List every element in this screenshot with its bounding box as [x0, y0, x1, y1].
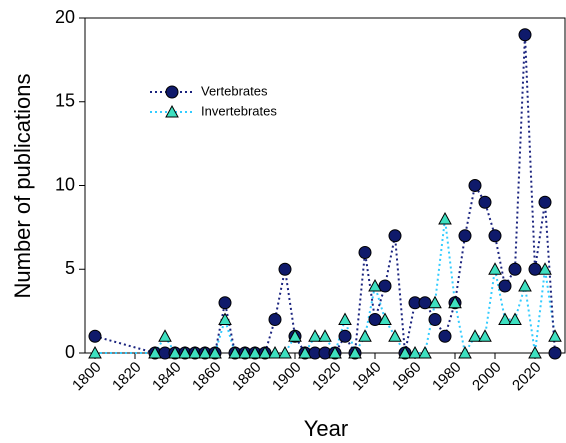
plot-frame	[84, 17, 566, 354]
y-tick-label: 20	[55, 7, 75, 27]
data-point	[318, 329, 332, 342]
data-point	[368, 313, 382, 326]
data-point	[308, 329, 322, 342]
legend-label: Vertebrates	[201, 83, 268, 98]
y-tick-label: 5	[65, 258, 75, 278]
x-tick-label: 2020	[509, 359, 545, 395]
data-point	[338, 312, 352, 325]
y-tick-label: 0	[65, 342, 75, 362]
x-tick-label: 1920	[309, 359, 345, 395]
data-point	[358, 246, 372, 259]
x-tick-label: 1980	[429, 359, 465, 395]
data-point	[528, 262, 542, 276]
data-point	[518, 278, 532, 292]
data-point	[518, 28, 532, 42]
data-point	[298, 345, 312, 359]
x-tick-label: 1840	[149, 359, 185, 395]
data-point	[378, 312, 392, 325]
x-tick-label: 1940	[349, 359, 385, 395]
data-point	[418, 296, 432, 310]
data-point	[478, 195, 492, 209]
data-point	[288, 329, 302, 342]
data-point	[218, 296, 232, 310]
data-point	[178, 345, 192, 359]
legend-label: Invertebrates	[201, 103, 277, 118]
data-point	[548, 346, 562, 360]
data-point	[248, 345, 262, 359]
data-point	[268, 345, 282, 359]
data-point	[188, 345, 202, 359]
data-point	[498, 279, 512, 293]
data-point	[278, 262, 292, 276]
data-point	[338, 329, 352, 343]
y-tick-label: 15	[55, 91, 75, 111]
data-point	[348, 345, 362, 359]
data-point	[278, 345, 292, 359]
data-point	[508, 312, 522, 325]
x-tick-label: 1820	[109, 359, 145, 395]
legend-marker	[165, 104, 179, 118]
data-point	[228, 345, 242, 359]
y-axis-title: Number of publications	[10, 73, 35, 298]
data-point	[478, 329, 492, 342]
data-point	[88, 329, 102, 343]
data-point	[418, 345, 432, 359]
legend-marker	[165, 85, 179, 99]
data-point	[268, 313, 282, 326]
data-point	[438, 329, 452, 343]
data-point	[458, 229, 472, 243]
data-point	[488, 229, 502, 243]
data-point	[168, 345, 182, 359]
x-tick-label: 2000	[469, 359, 505, 395]
data-point	[408, 345, 422, 359]
data-point	[238, 345, 252, 359]
data-point	[528, 345, 542, 359]
data-point	[158, 329, 172, 342]
data-point	[208, 345, 222, 359]
data-point	[448, 295, 462, 309]
data-point	[198, 345, 212, 359]
data-point	[538, 195, 552, 209]
series-line	[94, 34, 556, 357]
data-point	[428, 295, 442, 309]
data-point	[148, 345, 162, 359]
data-point	[498, 312, 512, 325]
data-point	[358, 329, 372, 342]
data-point	[398, 345, 412, 359]
data-point	[468, 329, 482, 342]
y-tick-label: 10	[55, 174, 75, 194]
x-tick-label: 1960	[389, 359, 425, 395]
x-tick-label: 1900	[269, 359, 305, 395]
data-point	[548, 329, 562, 342]
data-point	[88, 345, 102, 359]
x-tick-label: 1800	[69, 359, 105, 395]
data-point	[388, 329, 402, 342]
x-axis-title: Year	[304, 416, 348, 441]
data-point	[328, 345, 342, 359]
data-point	[458, 345, 472, 359]
data-point	[388, 229, 402, 243]
data-point	[368, 278, 382, 292]
data-point	[488, 262, 502, 275]
x-tick-label: 1880	[229, 359, 265, 395]
data-point	[378, 279, 392, 293]
data-point	[258, 345, 272, 359]
data-point	[438, 211, 452, 225]
data-point	[508, 262, 522, 276]
data-point	[468, 179, 482, 192]
data-point	[538, 262, 552, 275]
x-tick-label: 1860	[189, 359, 225, 395]
data-point	[218, 312, 232, 325]
data-point	[428, 313, 442, 326]
